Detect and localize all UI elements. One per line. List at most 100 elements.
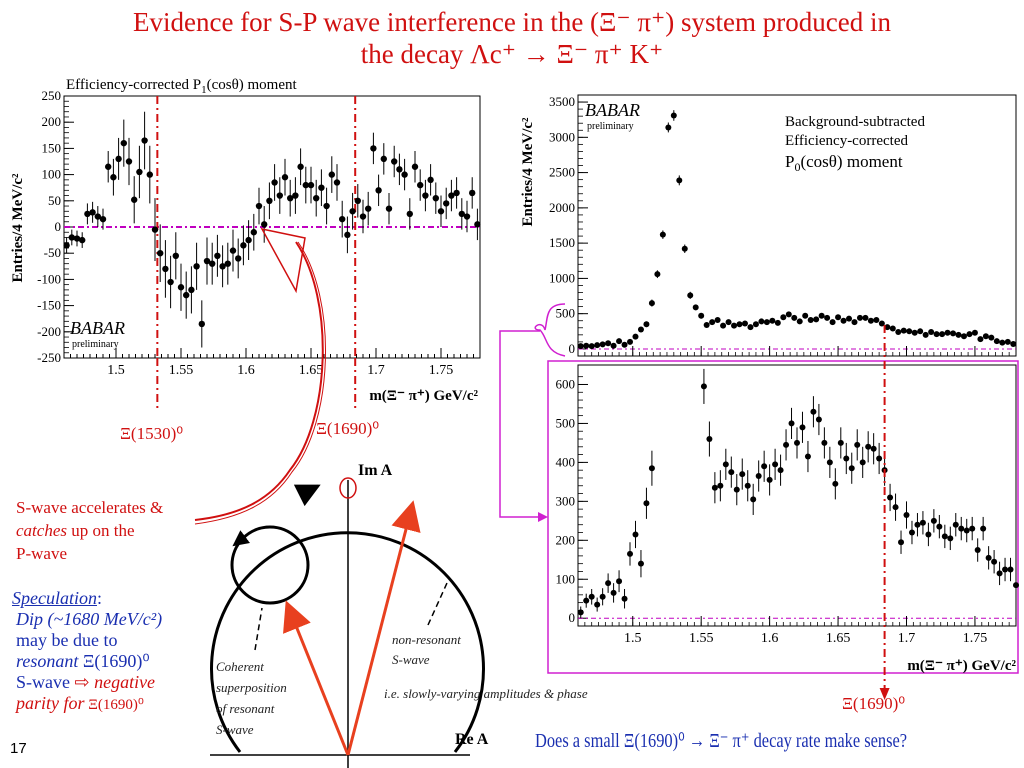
data-point	[79, 236, 86, 244]
y-tick-label: 0	[55, 219, 62, 234]
coherent-circle	[230, 525, 310, 605]
data-point	[963, 527, 970, 534]
data-point	[648, 465, 655, 472]
data-point	[458, 210, 465, 218]
y-tick-label: 250	[42, 88, 62, 103]
data-point	[401, 171, 408, 178]
x-tick-label: 1.65	[299, 363, 324, 378]
x-axis-label: m(Ξ⁻ π⁺) GeV/c²	[369, 388, 478, 404]
data-point	[605, 340, 612, 347]
data-point	[908, 529, 915, 536]
data-point	[292, 192, 299, 199]
data-point	[955, 331, 962, 338]
data-point	[1004, 338, 1011, 345]
lower-y-tick-label: 200	[556, 532, 576, 547]
data-point	[720, 322, 727, 329]
slowly-varying-label: i.e. slowly-varying amplitudes & phase	[384, 686, 588, 701]
data-point	[1013, 582, 1019, 589]
x-axis-label: m(Ξ⁻ π⁺) GeV/c²	[907, 658, 1016, 674]
data-point	[980, 525, 987, 532]
data-point	[136, 168, 143, 176]
data-point	[731, 322, 738, 329]
data-point	[437, 208, 445, 215]
data-point	[385, 205, 393, 212]
annotation-line: Background-subtracted	[785, 114, 925, 130]
p0-moment-chart: 3500300025002000150010005000BABARprelimi…	[499, 94, 1019, 700]
page-number: 17	[10, 740, 27, 757]
lower-y-tick-label: 400	[556, 454, 576, 469]
y-tick-label: 150	[42, 140, 62, 155]
data-point	[365, 205, 372, 212]
data-point	[865, 443, 872, 450]
data-point	[250, 229, 257, 236]
data-point	[824, 314, 831, 321]
data-point	[648, 300, 655, 307]
data-point	[988, 334, 995, 341]
data-point	[944, 329, 951, 336]
data-point	[406, 210, 413, 218]
data-point	[281, 174, 289, 181]
data-point	[344, 231, 351, 239]
data-point	[837, 439, 844, 446]
data-point	[952, 521, 959, 528]
data-point	[453, 189, 460, 197]
data-point	[947, 535, 954, 542]
y-tick-label: 100	[42, 167, 62, 182]
data-point	[985, 554, 992, 561]
data-point	[706, 436, 713, 443]
data-point	[859, 459, 866, 466]
data-point	[840, 317, 847, 324]
title-line-2: the decay Λc⁺ → Ξ⁻ π⁺ K⁺	[360, 39, 664, 69]
data-point	[774, 319, 781, 326]
data-point	[659, 231, 666, 238]
data-point	[261, 221, 268, 228]
data-point	[725, 319, 732, 326]
y-tick-label: -250	[37, 350, 61, 365]
data-point	[826, 459, 833, 466]
xi1530-label: Ξ(1530)⁰	[120, 424, 184, 443]
data-point	[297, 163, 304, 170]
data-point	[766, 476, 773, 483]
data-point	[755, 473, 762, 480]
data-point	[914, 521, 921, 528]
data-point	[799, 424, 806, 431]
data-point	[370, 145, 377, 152]
xi1690-label-right: Ξ(1690)⁰	[842, 694, 906, 713]
data-point	[610, 589, 617, 596]
data-point	[928, 329, 935, 336]
question-text: Does a small Ξ(1690)⁰ → Ξ⁻ π⁺ decay rate…	[535, 730, 908, 752]
data-point	[974, 547, 981, 554]
data-point	[733, 486, 740, 493]
data-point	[752, 321, 759, 328]
data-point	[94, 213, 102, 220]
data-point	[846, 315, 853, 322]
upper-y-tick-label: 0	[569, 341, 576, 356]
data-point	[714, 317, 721, 324]
data-point	[255, 202, 263, 210]
data-point	[815, 416, 822, 423]
chart-title: Efficiency-corrected P1(cosθ) moment	[66, 77, 297, 96]
data-point	[750, 496, 757, 503]
data-point	[892, 504, 899, 511]
resonant-amplitude-arrow	[283, 600, 350, 756]
y-tick-label: 200	[42, 114, 62, 129]
data-point	[193, 263, 200, 270]
upper-y-tick-label: 3500	[549, 94, 575, 109]
x-tick-label: 1.6	[237, 363, 255, 378]
data-point	[643, 321, 650, 328]
x-tick-label: 1.55	[169, 363, 194, 378]
x-tick-label: 1.55	[689, 631, 714, 646]
unitarity-circle	[210, 531, 485, 753]
data-point	[177, 284, 185, 291]
data-point	[692, 304, 699, 311]
data-point	[807, 317, 814, 324]
data-point	[198, 320, 205, 328]
data-point	[939, 331, 946, 338]
annotation-line: Efficiency-corrected	[785, 133, 908, 149]
data-point	[183, 291, 190, 299]
data-point	[188, 286, 195, 294]
data-point	[870, 445, 877, 452]
data-point	[432, 194, 439, 202]
data-point	[747, 324, 754, 331]
